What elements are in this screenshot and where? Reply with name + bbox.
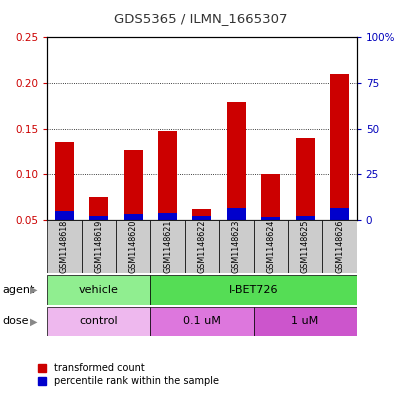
Bar xyxy=(124,150,142,220)
Bar xyxy=(184,220,218,273)
Bar xyxy=(295,215,314,220)
Bar xyxy=(158,130,177,220)
Text: GDS5365 / ILMN_1665307: GDS5365 / ILMN_1665307 xyxy=(114,12,287,25)
Bar xyxy=(329,74,348,220)
Text: I-BET726: I-BET726 xyxy=(228,285,278,295)
Text: GSM1148624: GSM1148624 xyxy=(265,220,274,273)
Bar xyxy=(321,220,356,273)
Bar xyxy=(287,220,321,273)
Bar xyxy=(295,138,314,220)
Text: 0.1 uM: 0.1 uM xyxy=(182,316,220,326)
Bar xyxy=(81,220,116,273)
Bar xyxy=(55,211,74,220)
Legend: transformed count, percentile rank within the sample: transformed count, percentile rank withi… xyxy=(38,363,219,386)
Text: ▶: ▶ xyxy=(29,285,37,295)
Bar xyxy=(253,307,356,336)
Bar xyxy=(192,209,211,220)
Bar xyxy=(150,307,253,336)
Bar xyxy=(158,213,177,220)
Bar xyxy=(218,220,253,273)
Bar xyxy=(116,220,150,273)
Text: control: control xyxy=(79,316,118,326)
Text: GSM1148620: GSM1148620 xyxy=(128,220,137,273)
Text: 1 uM: 1 uM xyxy=(291,316,318,326)
Bar xyxy=(192,217,211,220)
Bar xyxy=(261,217,279,220)
Bar xyxy=(150,220,184,273)
Bar xyxy=(89,197,108,220)
Bar xyxy=(226,102,245,220)
Text: GSM1148622: GSM1148622 xyxy=(197,220,206,274)
Bar xyxy=(47,307,150,336)
Text: GSM1148618: GSM1148618 xyxy=(60,220,69,273)
Bar xyxy=(261,174,279,220)
Text: vehicle: vehicle xyxy=(79,285,118,295)
Text: ▶: ▶ xyxy=(29,316,37,326)
Text: GSM1148623: GSM1148623 xyxy=(231,220,240,273)
Bar xyxy=(124,214,142,220)
Bar xyxy=(55,142,74,220)
Text: GSM1148621: GSM1148621 xyxy=(163,220,172,273)
Bar xyxy=(47,220,81,273)
Text: GSM1148625: GSM1148625 xyxy=(300,220,309,274)
Text: agent: agent xyxy=(2,285,34,295)
Bar xyxy=(226,208,245,220)
Text: dose: dose xyxy=(2,316,29,326)
Bar xyxy=(47,275,150,305)
Text: GSM1148619: GSM1148619 xyxy=(94,220,103,273)
Text: GSM1148626: GSM1148626 xyxy=(334,220,343,273)
Bar xyxy=(89,215,108,220)
Bar xyxy=(150,275,356,305)
Bar xyxy=(253,220,287,273)
Bar xyxy=(329,208,348,220)
